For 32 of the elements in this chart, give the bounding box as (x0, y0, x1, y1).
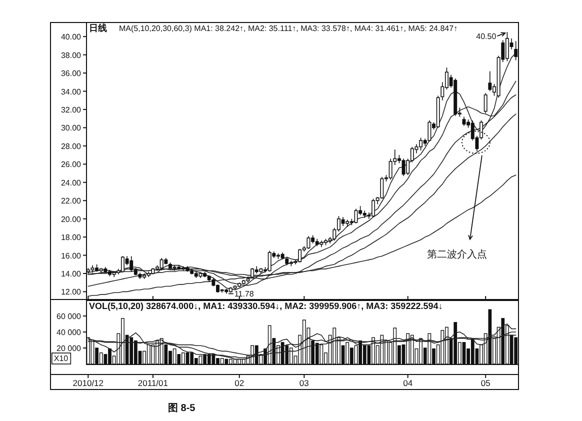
y-tick-label: 40.00 (60, 32, 82, 42)
caption: 图 8-5 (168, 403, 196, 414)
chart-title: VOL(5,10,20) 328674.000↓, MA1: 439330.594↓, MA2: 399959.906↑, MA3: 359222.594↓ (89, 301, 443, 311)
annotation: 40.50 (476, 32, 497, 42)
y-tick-label: 14.00 (60, 269, 82, 278)
y-tick-label: 34.00 (60, 87, 82, 96)
y-tick-label: 60 000 (56, 312, 82, 321)
y-tick-label: 20 000 (56, 344, 82, 353)
text: X10 (54, 354, 69, 363)
x-tick-label: 04 (403, 378, 413, 388)
x-tick-label: 2010/12 (72, 378, 104, 388)
x-tick-label: 02 (234, 378, 244, 388)
y-tick-label: 36.00 (60, 69, 82, 78)
y-tick-label: 16.00 (60, 251, 82, 260)
y-tick-label: 40 000 (56, 328, 82, 337)
y-tick-label: 28.00 (60, 142, 82, 151)
y-tick-label: 30.00 (60, 124, 82, 133)
y-tick-label: 20.00 (60, 214, 82, 224)
y-tick-label: 12.00 (60, 288, 82, 297)
chart-title: 日线 (89, 23, 107, 33)
y-tick-label: 24.00 (60, 178, 82, 188)
y-tick-label: 26.00 (60, 160, 82, 170)
x-tick-label: 03 (299, 378, 310, 388)
y-tick-label: 38.00 (60, 50, 82, 60)
y-tick-label: 18.00 (60, 233, 82, 242)
y-tick-label: 22.00 (60, 196, 82, 206)
annotation: 11.78 (234, 290, 254, 299)
y-tick-label: 32.00 (60, 105, 82, 114)
x-tick-label: 2011/01 (138, 378, 168, 388)
chart-subtitle: MA(5,10,20,30,60,3) MA1: 38.242↑, MA2: 35.111↑, MA3: 33.578↑, MA4: 31.461↑, MA5: 24.847↑ (119, 24, 458, 33)
x-tick-label: 05 (480, 378, 491, 388)
annotation: 第二波介入点 (426, 248, 487, 260)
